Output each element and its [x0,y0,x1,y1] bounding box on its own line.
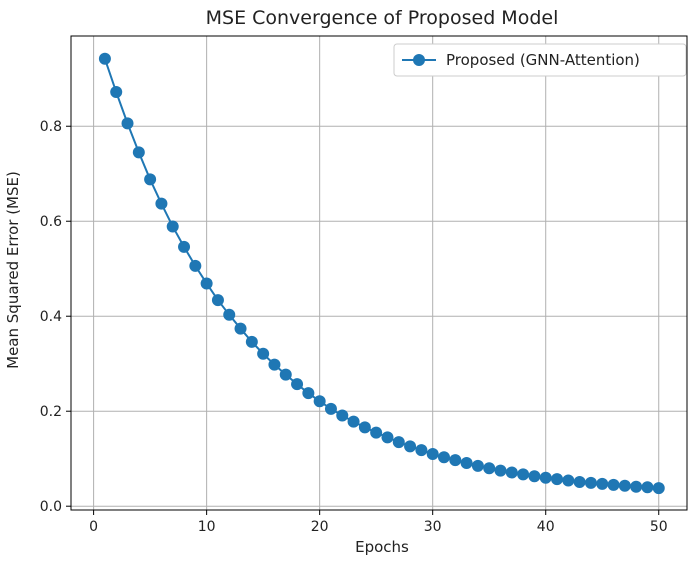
data-point [211,294,224,307]
data-point [404,440,417,453]
data-point [155,197,168,210]
data-point [426,447,439,460]
x-tick-label: 50 [650,519,668,535]
data-point [245,335,258,348]
data-point [573,475,586,488]
y-tick-label: 0.8 [40,119,62,135]
legend: Proposed (GNN-Attention) [393,43,687,77]
data-point [98,52,111,65]
data-point [415,444,428,457]
data-point [539,471,552,484]
data-point [449,454,462,467]
data-point [652,482,665,495]
data-point [132,146,145,159]
series-layer [98,52,665,495]
data-point [551,473,564,486]
grid-lines [71,36,687,510]
data-point [483,462,496,475]
data-point [200,277,213,290]
legend-box [393,43,687,77]
data-point [347,415,360,428]
data-point [166,220,179,233]
data-point [494,464,507,477]
data-point [641,481,654,494]
data-point [291,378,304,391]
data-point [584,476,597,489]
y-tick-label: 0.2 [40,404,62,420]
y-tick-label: 0.0 [40,499,62,515]
data-point [324,402,337,415]
legend-marker [413,54,425,66]
data-point [358,421,371,434]
data-point [505,466,518,479]
x-tick-label: 0 [89,519,98,535]
data-point [189,259,202,272]
data-point [313,395,326,408]
y-axis-label: Mean Squared Error (MSE) [4,171,22,369]
data-point [279,368,292,381]
data-point [234,322,247,335]
x-tick-label: 20 [311,519,329,535]
y-tick-label: 0.4 [40,309,62,325]
data-point [336,409,349,422]
data-point [630,480,643,493]
data-point [471,459,484,472]
data-point [460,456,473,469]
data-point [596,477,609,490]
legend-entry-label: Proposed (GNN-Attention) [446,51,640,69]
x-tick-label: 30 [424,519,442,535]
axis-ticks: 0 10 20 30 40 50 0.0 0.2 0.4 0.6 0.8 [40,119,668,535]
data-point [302,387,315,400]
data-point [370,426,383,439]
data-point [562,474,575,487]
data-point [392,436,405,449]
plot-frame [70,35,688,511]
data-point [223,308,236,321]
data-point [607,478,620,491]
data-point [528,470,541,483]
data-point [178,240,191,253]
data-point [121,117,134,130]
chart-title: MSE Convergence of Proposed Model [206,7,559,29]
y-tick-label: 0.6 [40,214,62,230]
data-point [618,479,631,492]
data-point [110,86,123,99]
data-point [437,451,450,464]
x-tick-label: 40 [537,519,555,535]
data-point [381,431,394,444]
data-point [257,347,270,360]
x-axis-label: Epochs [355,538,409,556]
data-point [517,468,530,481]
data-point [268,358,281,371]
data-point [144,173,157,186]
x-tick-label: 10 [198,519,216,535]
